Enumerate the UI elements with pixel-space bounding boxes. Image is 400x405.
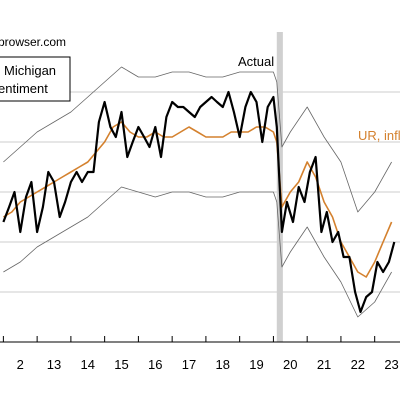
x-tick-label-9: 21 (317, 357, 331, 372)
axis-layer: 2 13 14 15 16 17 18 19 20 21 22 23 (0, 336, 400, 372)
series-line-actual (2, 90, 396, 314)
x-tick-label-5: 17 (182, 357, 196, 372)
series-line-model (2, 121, 393, 278)
legend-line-2: entiment (0, 81, 48, 96)
x-tick-label-6: 18 (216, 357, 230, 372)
legend-line-1: Michigan (4, 63, 56, 78)
series-line-upper-band (3, 66, 392, 213)
watermark-text: prowser.com (0, 35, 66, 49)
x-tick-label-3: 15 (114, 357, 128, 372)
x-tick-label-4: 16 (148, 357, 162, 372)
x-tick-label-7: 19 (249, 357, 263, 372)
x-tick-label-11: 23 (384, 357, 398, 372)
x-tick-label-2: 14 (81, 357, 95, 372)
grid-layer (0, 91, 400, 293)
x-tick-label-1: 13 (47, 357, 61, 372)
x-tick-label-8: 20 (283, 357, 297, 372)
legend: Michigan entiment (0, 56, 71, 102)
annotation-actual: Actual (238, 54, 274, 69)
series-layer (2, 66, 396, 318)
legend-box (0, 56, 71, 102)
x-tick-label-0: 2 (17, 357, 24, 372)
series-line-lower-band (3, 186, 392, 318)
x-tick-label-10: 22 (351, 357, 365, 372)
annotation-model: UR, infl (358, 128, 400, 143)
